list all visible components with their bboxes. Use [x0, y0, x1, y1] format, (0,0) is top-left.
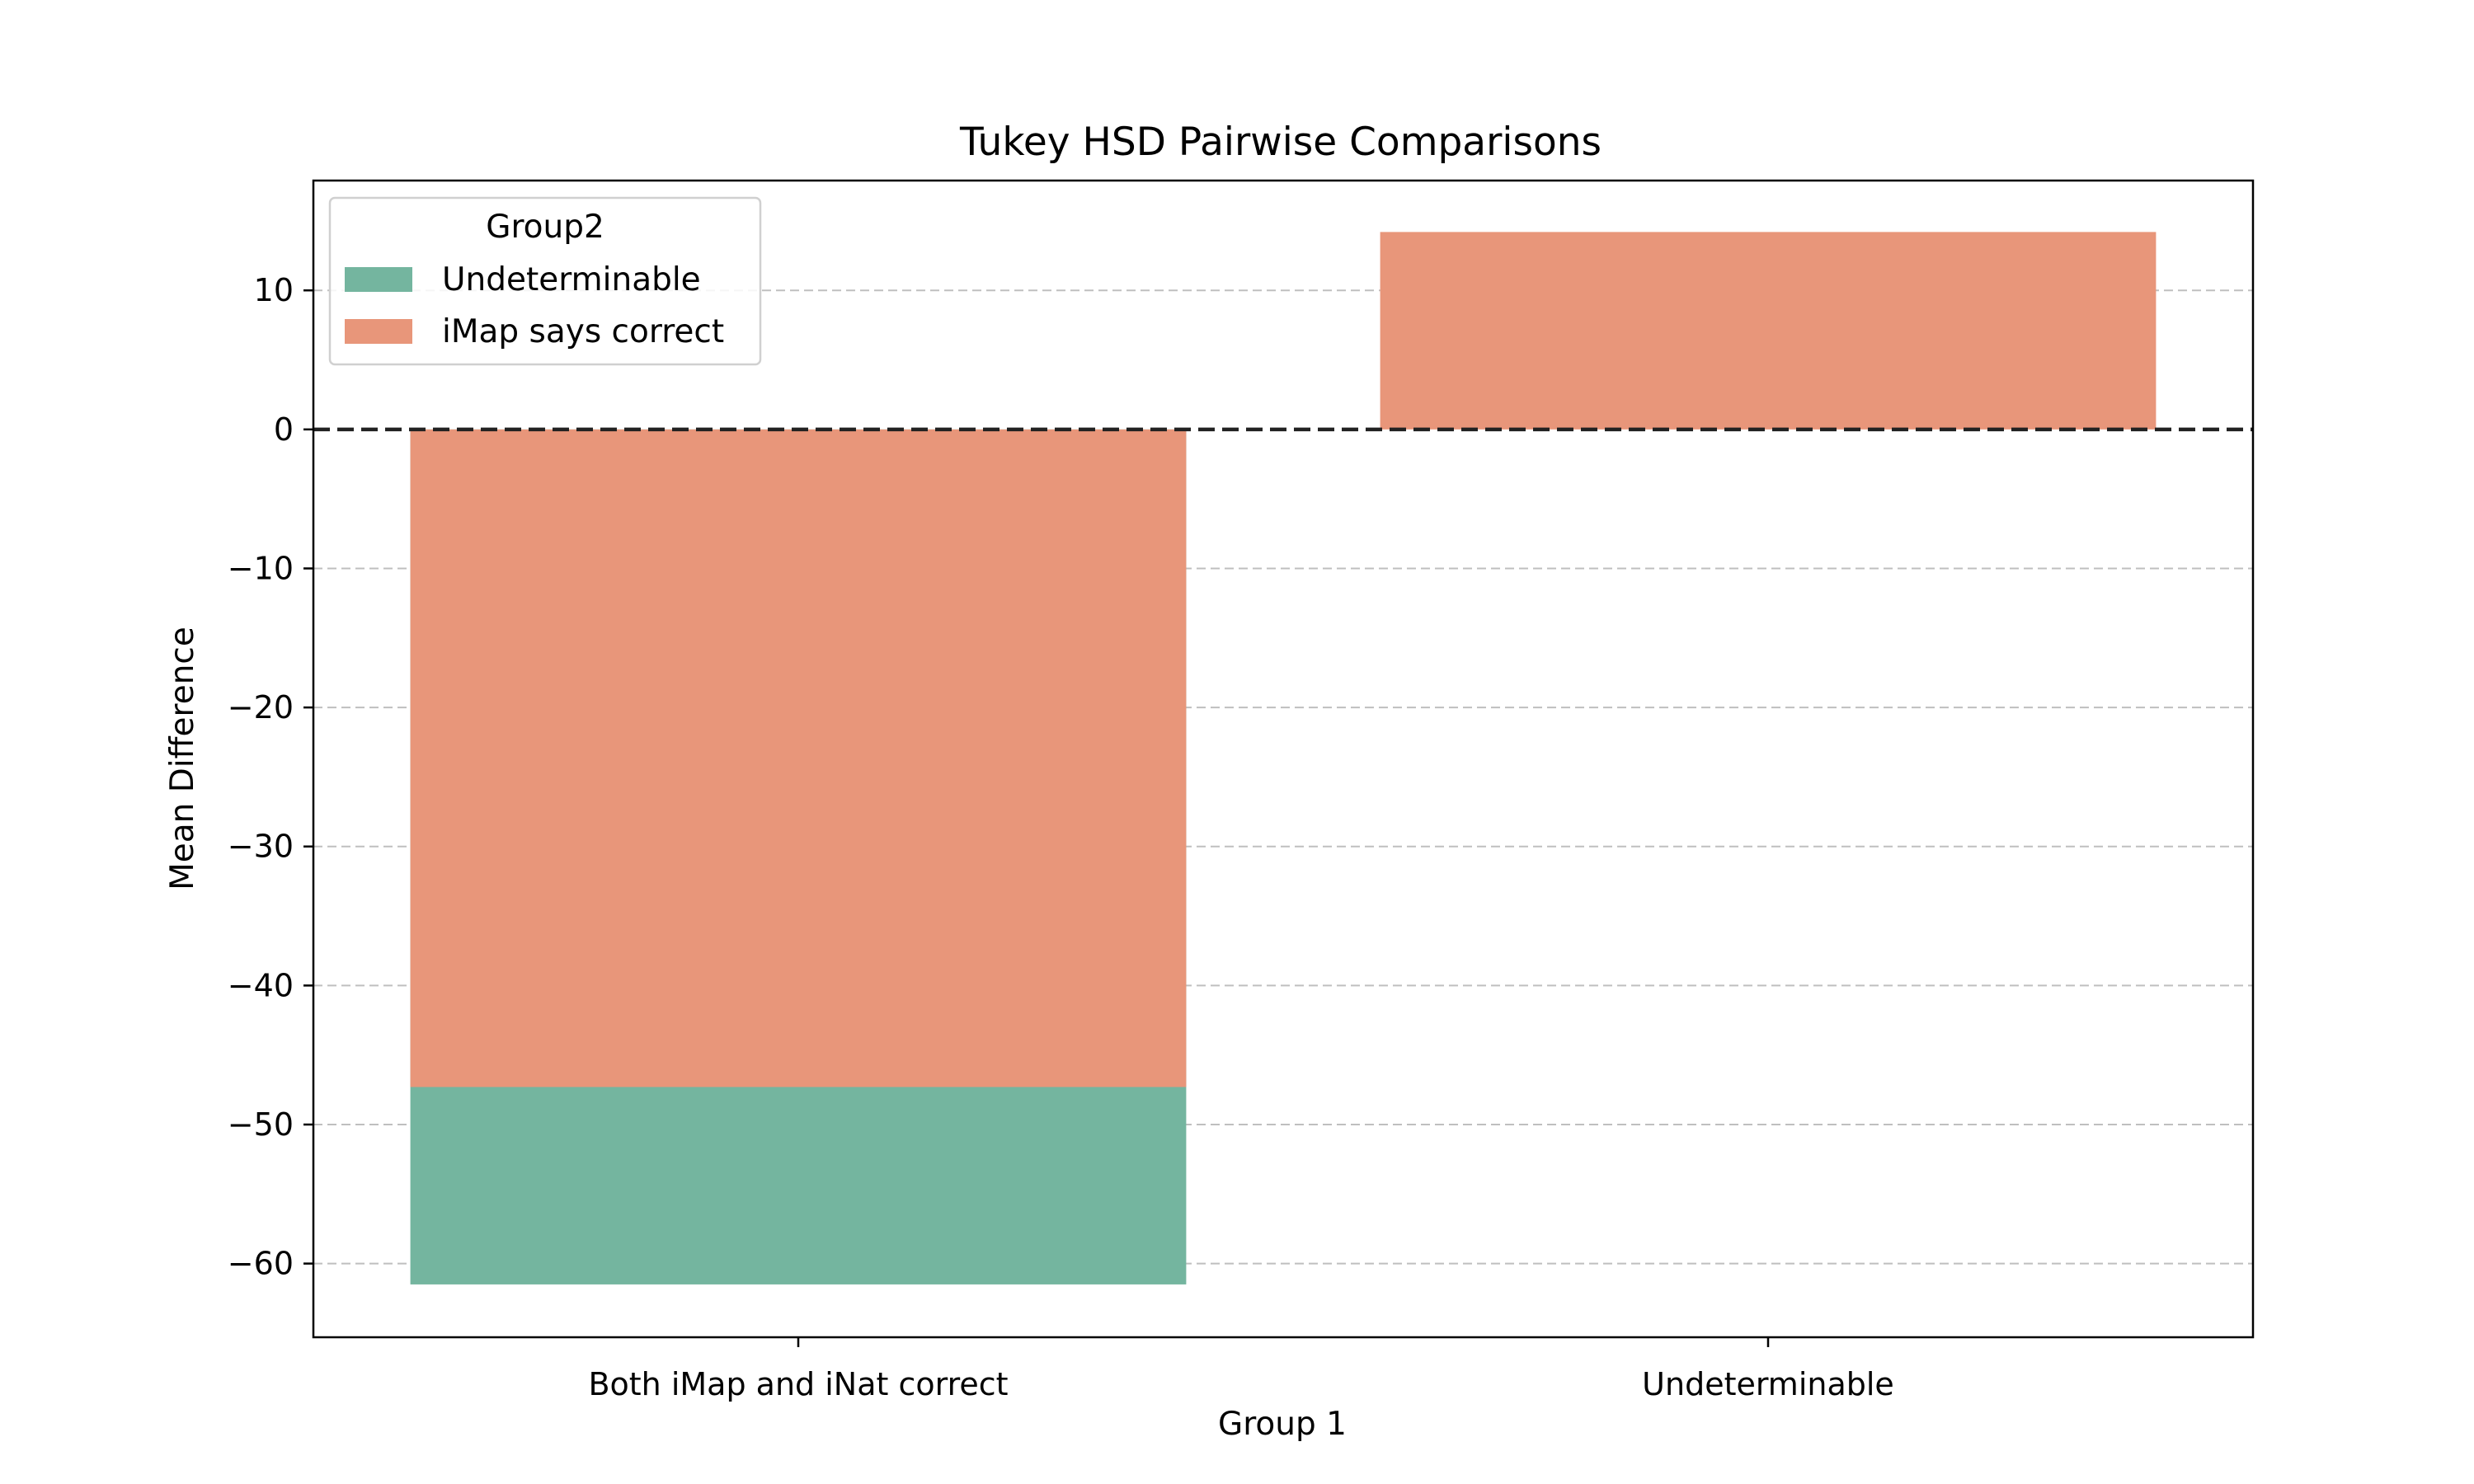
legend-label-undeterminable: Undeterminable: [442, 261, 701, 298]
plot-frame: [312, 179, 2255, 1339]
bars: [410, 232, 2157, 1284]
y-tick-label: −60: [228, 1246, 294, 1282]
x-tick-label: Undeterminable: [1642, 1366, 1894, 1402]
legend-frame: [328, 196, 762, 366]
y-axis: 10 0 −10 −20 −30 −40 −50 −60: [228, 272, 313, 1282]
y-tick-label: −30: [228, 829, 294, 865]
x-axis-label: Group 1: [1218, 1406, 1347, 1443]
legend: Group2 Undeterminable iMap says correct: [328, 196, 762, 366]
legend-title: Group2: [486, 209, 604, 246]
x-axis: Both iMap and iNat correct Undeterminable: [588, 1337, 1894, 1402]
y-tick-label: −50: [228, 1106, 294, 1143]
bar-imap-says-correct-1: [1380, 232, 2157, 430]
legend-swatch-imap-says-correct: [345, 319, 412, 344]
bar-imap-says-correct-0: [410, 429, 1187, 1087]
legend-label-imap-says-correct: iMap says correct: [442, 313, 724, 350]
y-tick-label: 10: [254, 272, 294, 308]
y-tick-label: 0: [274, 411, 294, 448]
chart-title: Tukey HSD Pairwise Comparisons: [959, 120, 1602, 165]
y-tick-label: −20: [228, 689, 294, 726]
y-axis-label: Mean Difference: [164, 627, 201, 890]
x-tick-label: Both iMap and iNat correct: [588, 1366, 1008, 1402]
y-tick-label: −10: [228, 550, 294, 586]
legend-swatch-undeterminable: [345, 267, 412, 292]
y-tick-label: −40: [228, 967, 294, 1003]
